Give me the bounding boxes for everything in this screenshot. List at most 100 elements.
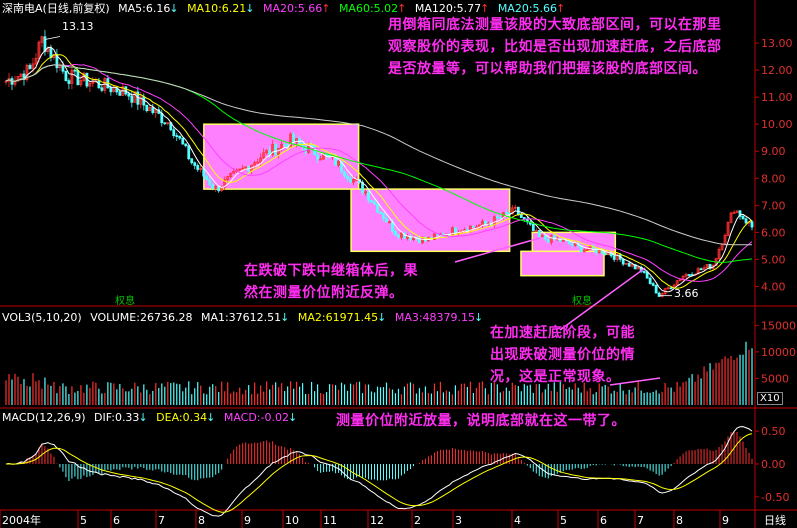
- candle-body: [271, 144, 275, 156]
- candle-body: [322, 153, 325, 160]
- annotation-mid-line: 在跌破下跌中继箱体后，果: [244, 263, 418, 279]
- candle-body: [684, 274, 688, 277]
- macd-value: MACD:-0.02: [223, 411, 289, 424]
- vol-y-tick-label: 15000: [761, 319, 796, 332]
- y-tick-label: 10.00: [761, 118, 793, 131]
- candle-body: [244, 166, 248, 169]
- macd-arrow: ↓: [287, 411, 298, 424]
- stock-name: 深南电A: [2, 2, 43, 15]
- candle-body: [280, 143, 284, 150]
- candle-body: [543, 235, 547, 240]
- period-label: (日线,前复权): [42, 2, 110, 15]
- candle-body: [361, 181, 364, 193]
- candle-body: [43, 36, 47, 52]
- ma20b-value: MA20:5.66: [497, 2, 558, 15]
- candle-body: [274, 144, 278, 156]
- candle-body: [130, 95, 134, 103]
- candle-body: [582, 249, 586, 253]
- candle-body: [181, 137, 185, 145]
- annotation-mid: 在跌破下跌中继箱体后，果 然在测量价位附近反弹。: [244, 260, 418, 304]
- candle-body: [304, 146, 308, 153]
- candle-body: [73, 69, 77, 72]
- candle-body: [400, 232, 403, 238]
- candle-body: [471, 225, 475, 228]
- candle-body: [253, 162, 257, 166]
- candle-body: [40, 36, 44, 43]
- y-tick-label: 12.00: [761, 64, 793, 77]
- vol-ma3-arrow: ↓: [474, 311, 484, 324]
- candle-body: [349, 178, 352, 183]
- candle-body: [540, 235, 544, 238]
- candle-body: [46, 48, 50, 52]
- candle-body: [687, 274, 691, 276]
- candle-body: [127, 93, 131, 97]
- candle-body: [738, 210, 742, 217]
- candle-body: [615, 254, 619, 260]
- volume-unit: X10: [757, 392, 783, 405]
- vol-ma2-arrow: ↓: [377, 311, 387, 324]
- candle-body: [373, 201, 376, 205]
- candle-body: [735, 210, 739, 213]
- consolidation-box: [520, 250, 605, 277]
- macd-dif: DIF:0.33: [94, 411, 140, 424]
- ma10-value: MA10:6.21: [187, 2, 247, 15]
- ma20b-arrow: ↑: [556, 2, 566, 15]
- macd-y-tick-label: -0.50: [761, 491, 789, 504]
- candle-body: [648, 277, 652, 284]
- candle-body: [675, 280, 679, 286]
- candle-body: [19, 73, 23, 77]
- annotation-arrow: [454, 237, 541, 263]
- y-tick-label: 7.00: [761, 199, 786, 212]
- candle-body: [549, 235, 553, 243]
- candle-body: [382, 213, 385, 219]
- x-tick-label: 9: [722, 514, 729, 527]
- candle-body: [124, 86, 128, 95]
- candle-body: [205, 175, 209, 181]
- candle-body: [364, 191, 367, 194]
- candle-body: [346, 175, 349, 179]
- annotation-top-line: 观察股价的表现，比如是否出现加速赶底，之后底部: [388, 39, 722, 55]
- candle-body: [67, 80, 71, 84]
- annotation-top: 用倒箱同底法测量该股的大致底部区间，可以在那里 观察股价的表现，比如是否出现加速…: [388, 14, 722, 80]
- candle-body: [229, 172, 233, 178]
- candle-body: [61, 65, 65, 72]
- candle-body: [160, 113, 164, 124]
- x-tick-label: 12: [370, 514, 384, 527]
- candle-body: [531, 223, 535, 232]
- candle-body: [376, 203, 379, 213]
- candle-body: [513, 206, 517, 209]
- footer-period: 日线: [764, 514, 786, 527]
- candle-body: [645, 271, 649, 279]
- candle-body: [651, 283, 655, 286]
- macd-header: MACD(12,26,9) DIF:0.33↓ DEA:0.34↓ MACD:-…: [2, 411, 302, 425]
- annotation-right-line: 出现跌破测量价位的情: [490, 347, 635, 363]
- ma20-arrow: ↑: [321, 2, 331, 15]
- candle-body: [594, 248, 598, 254]
- candle-body: [603, 252, 607, 255]
- macd-title: MACD(12,26,9): [2, 411, 86, 424]
- candle-body: [217, 186, 221, 192]
- price-low-label: 3.66: [674, 287, 699, 300]
- x-tick-label: 7: [158, 514, 165, 527]
- vol-title: VOL3(5,10,20): [2, 311, 82, 324]
- candle-body: [741, 215, 745, 220]
- candle-body: [388, 221, 391, 224]
- candle-body: [109, 87, 113, 93]
- candle-body: [226, 176, 230, 181]
- candle-body: [37, 41, 41, 59]
- candle-body: [268, 150, 272, 156]
- candle-body: [118, 91, 122, 96]
- candle-body: [612, 255, 616, 260]
- ma120-value: MA120:5.77: [414, 2, 482, 15]
- candle-body: [238, 168, 242, 171]
- candle-body: [214, 186, 218, 189]
- x-tick-label: 2004年: [2, 513, 41, 527]
- candle-body: [88, 82, 92, 87]
- candle-body: [504, 212, 508, 214]
- ma5-arrow: ↓: [169, 2, 179, 15]
- candle-body: [208, 179, 212, 186]
- ex-rights-marker: 权息: [572, 296, 592, 307]
- candle-body: [193, 162, 197, 166]
- y-tick-label: 13.00: [761, 37, 793, 50]
